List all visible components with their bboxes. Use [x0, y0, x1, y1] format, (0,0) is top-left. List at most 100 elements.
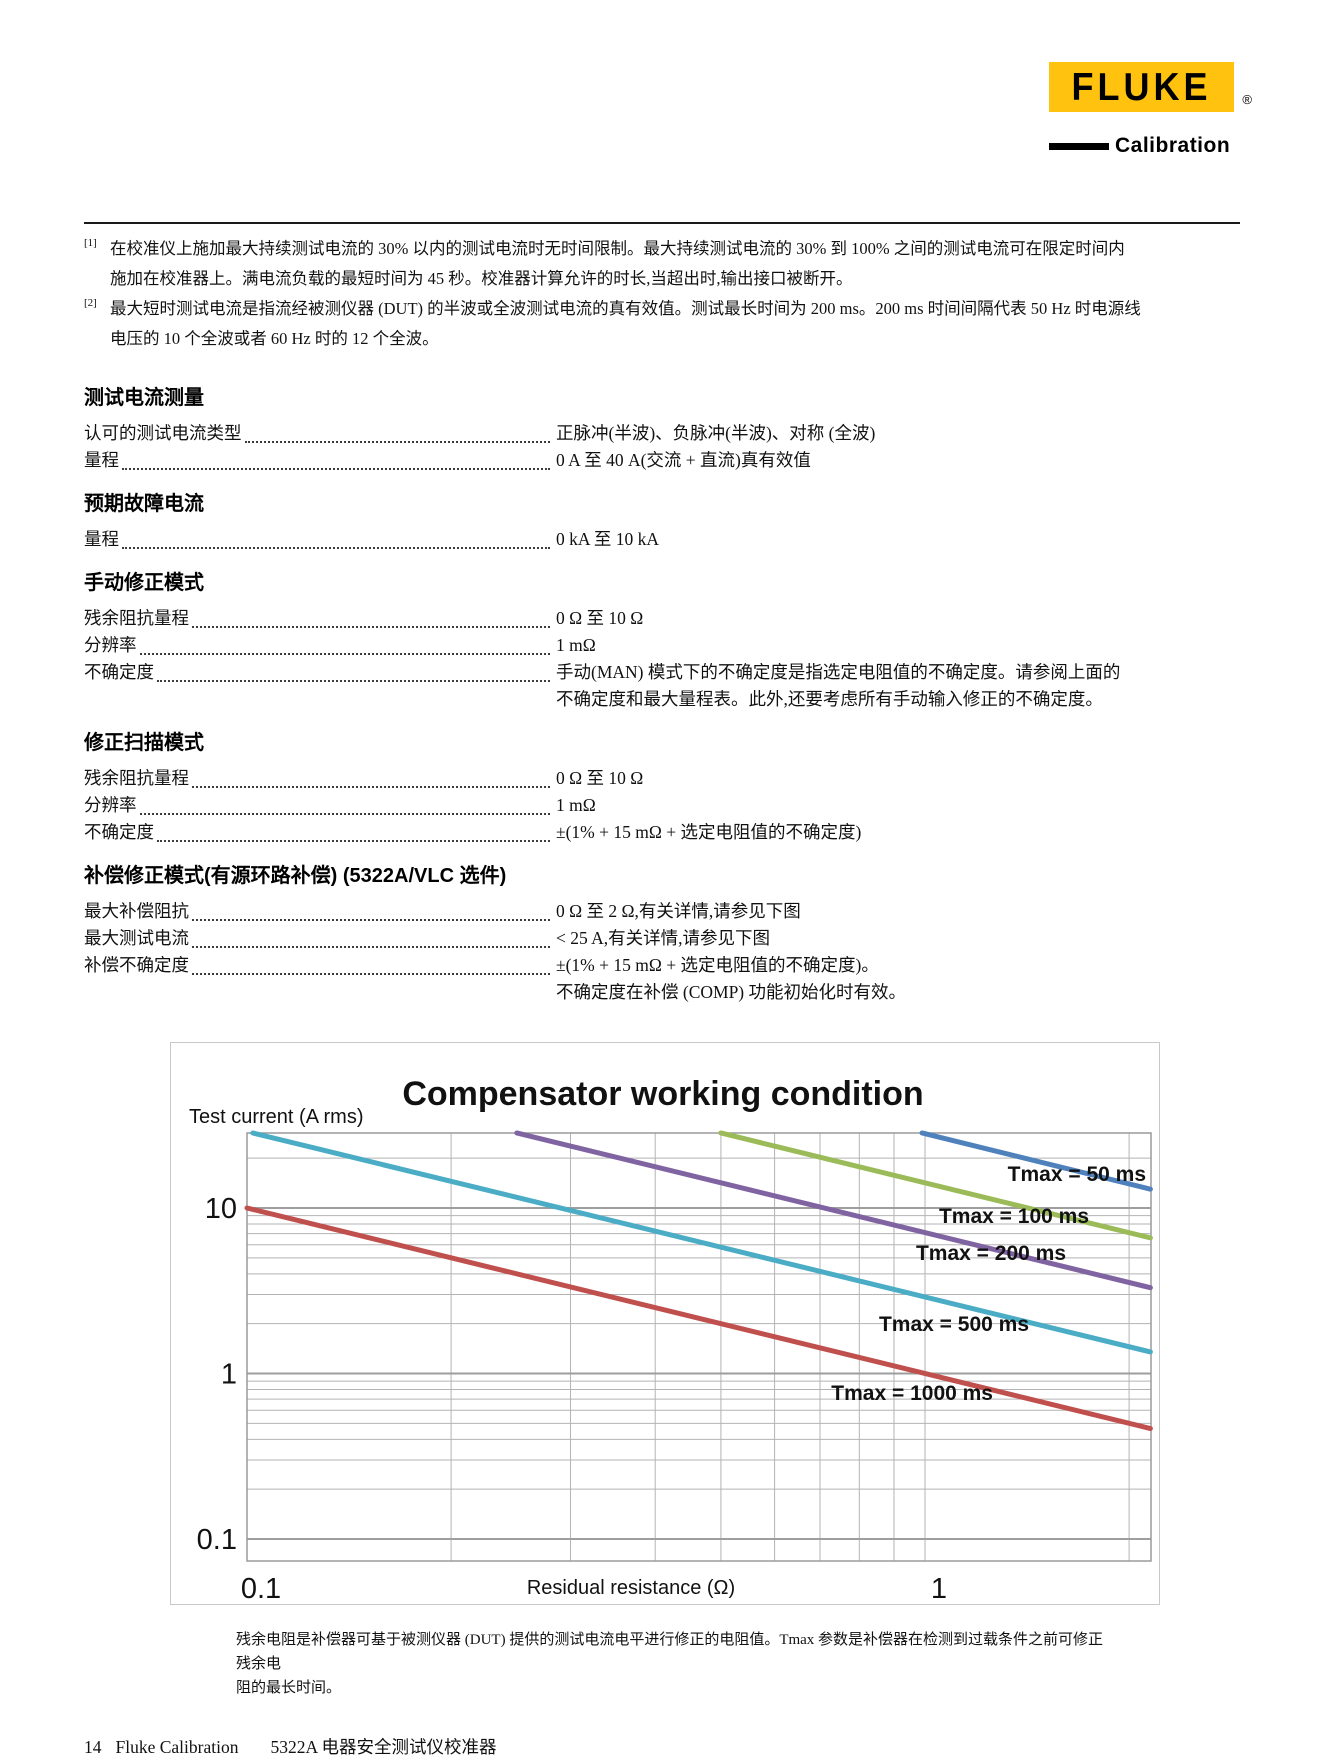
spec-section: 补偿修正模式(有源环路补偿) (5322A/VLC 选件) 最大补偿阻抗 0 Ω 至… [84, 862, 1240, 1006]
fluke-calibration-row: Calibration [1049, 134, 1234, 160]
footnote: [1] 在校准仪上施加最大持续测试电流的 30% 以内的测试电流时无时间限制。最大… [84, 234, 1244, 294]
y-axis-title: Test current (A rms) [189, 1106, 363, 1128]
spec-sections: 测试电流测量认可的测试电流类型 正脉冲(半波)、负脉冲(半波)、对称 (全波) 量程… [84, 384, 1240, 1006]
page-footer: 14 Fluke Calibration 5322A 电器安全测试仪校准器 [84, 1734, 511, 1759]
spec-value: 0 kA 至 10 kA [556, 529, 660, 549]
spec-value: 手动(MAN) 模式下的不确定度是指选定电阻值的不确定度。请参阅上面的 不确定度… [556, 662, 1121, 709]
section-title: 手动修正模式 [84, 572, 204, 594]
spec-row: 认可的测试电流类型 正脉冲(半波)、负脉冲(半波)、对称 (全波) [84, 420, 1240, 447]
spec-row: 量程 0 A 至 40 A(交流 + 直流)真有效值 [84, 447, 1240, 474]
series-label: Tmax = 500 ms [879, 1313, 1029, 1336]
dotted-leader [157, 659, 550, 682]
spec-label: 认可的测试电流类型 [84, 423, 242, 443]
spec-value: 0 Ω 至 10 Ω [556, 768, 644, 788]
spec-value: 0 Ω 至 10 Ω [556, 608, 644, 628]
spec-label: 量程 [84, 450, 119, 470]
y-tick-label: 0.1 [197, 1524, 237, 1556]
footnote-marker: [1] [84, 237, 97, 249]
series-line [244, 1205, 1153, 1432]
spec-label: 补偿不确定度 [84, 955, 189, 975]
spec-value: < 25 A,有关详情,请参见下图 [556, 928, 771, 948]
y-tick-label: 1 [221, 1359, 237, 1391]
spec-label: 量程 [84, 529, 119, 549]
spec-row: 残余阻抗量程 0 Ω 至 10 Ω [84, 605, 1240, 632]
spec-row: 补偿不确定度 ±(1% + 15 mΩ + 选定电阻值的不确定度)。 不确定度在补… [84, 952, 1240, 1006]
y-tick-label: 10 [205, 1193, 237, 1225]
series-line [718, 1130, 1153, 1241]
footnote-marker: [2] [84, 297, 97, 309]
series-line [250, 1130, 1153, 1355]
spec-row: 残余阻抗量程 0 Ω 至 10 Ω [84, 765, 1240, 792]
dotted-leader [192, 765, 550, 788]
spec-row: 分辨率 1 mΩ [84, 632, 1240, 659]
spec-section: 手动修正模式 残余阻抗量程 0 Ω 至 10 Ω 分辨率 1 mΩ 不确定度 手动(MAN)… [84, 569, 1240, 713]
dotted-leader [157, 819, 550, 842]
spec-row: 不确定度 手动(MAN) 模式下的不确定度是指选定电阻值的不确定度。请参阅上面的 … [84, 659, 1240, 713]
spec-row: 量程 0 kA 至 10 kA [84, 526, 1240, 553]
spec-label: 最大测试电流 [84, 928, 189, 948]
spec-label: 不确定度 [84, 822, 154, 842]
fluke-wordmark: FLUKE [1071, 64, 1212, 109]
dotted-leader [192, 952, 550, 975]
footnote-text: 在校准仪上施加最大持续测试电流的 30% 以内的测试电流时无时间限制。最大持续测… [110, 239, 1125, 288]
section-title: 修正扫描模式 [84, 732, 204, 754]
fluke-logo: FLUKE ® Calibration [1049, 62, 1252, 162]
series-label: Tmax = 100 ms [939, 1205, 1089, 1228]
footer-product: 5322A 电器安全测试仪校准器 [270, 1737, 497, 1757]
series-label: Tmax = 1000 ms [831, 1382, 993, 1405]
spec-label: 分辨率 [84, 635, 137, 655]
spec-value: 正脉冲(半波)、负脉冲(半波)、对称 (全波) [556, 423, 876, 443]
footnote-text: 最大短时测试电流是指流经被测仪器 (DUT) 的半波或全波测试电流的真有效值。测… [110, 299, 1141, 348]
spec-value: 1 mΩ [556, 795, 596, 815]
spec-value: 0 Ω 至 2 Ω,有关详情,请参见下图 [556, 901, 801, 921]
footer-brand: Fluke Calibration [115, 1737, 239, 1757]
spec-value: ±(1% + 15 mΩ + 选定电阻值的不确定度) [556, 822, 862, 842]
series-label: Tmax = 50 ms [1008, 1163, 1146, 1186]
dotted-leader [122, 526, 550, 549]
spec-value: 0 A 至 40 A(交流 + 直流)真有效值 [556, 450, 811, 470]
spec-label: 残余阻抗量程 [84, 608, 189, 628]
dotted-leader [139, 792, 550, 815]
section-title: 测试电流测量 [84, 387, 204, 409]
x-axis-title: Residual resistance (Ω) [527, 1577, 735, 1599]
fluke-tagline: Calibration [1115, 134, 1231, 157]
spec-label: 不确定度 [84, 662, 154, 682]
spec-section: 预期故障电流 量程 0 kA 至 10 kA [84, 490, 1240, 553]
spec-value: 1 mΩ [556, 635, 596, 655]
spec-row: 分辨率 1 mΩ [84, 792, 1240, 819]
spec-section: 测试电流测量认可的测试电流类型 正脉冲(半波)、负脉冲(半波)、对称 (全波) 量程… [84, 384, 1240, 474]
spec-row: 最大补偿阻抗 0 Ω 至 2 Ω,有关详情,请参见下图 [84, 898, 1240, 925]
footnotes: [1] 在校准仪上施加最大持续测试电流的 30% 以内的测试电流时无时间限制。最大… [84, 234, 1244, 354]
logo-bar [1049, 143, 1109, 150]
spec-row: 最大测试电流 < 25 A,有关详情,请参见下图 [84, 925, 1240, 952]
dotted-leader [122, 447, 550, 470]
plot-border [246, 1132, 1152, 1562]
dotted-leader [192, 898, 550, 921]
spec-label: 分辨率 [84, 795, 137, 815]
dotted-leader [244, 420, 550, 443]
registered-trademark-symbol: ® [1242, 92, 1252, 107]
spec-label: 残余阻抗量程 [84, 768, 189, 788]
chart-svg: Tmax = 50 ms Tmax = 100 ms Tmax = 200 ms Tm… [189, 1075, 1153, 1605]
page-number: 14 [84, 1737, 102, 1757]
section-title: 补偿修正模式(有源环路补偿) (5322A/VLC 选件) [84, 865, 507, 887]
spec-row: 不确定度 ±(1% + 15 mΩ + 选定电阻值的不确定度) [84, 819, 1240, 846]
series-label: Tmax = 200 ms [916, 1242, 1066, 1265]
dotted-leader [139, 632, 550, 655]
spec-label: 最大补偿阻抗 [84, 901, 189, 921]
horizontal-rule [84, 222, 1240, 224]
series-line [514, 1130, 1153, 1291]
dotted-leader [192, 925, 550, 948]
chart-note: 残余电阻是补偿器可基于被测仪器 (DUT) 提供的测试电流电平进行修正的电阻值。… [236, 1632, 1104, 1696]
spec-section: 修正扫描模式 残余阻抗量程 0 Ω 至 10 Ω 分辨率 1 mΩ 不确定度 ±(1% + … [84, 729, 1240, 846]
x-tick-label: 0.1 [241, 1573, 281, 1604]
section-title: 预期故障电流 [84, 493, 204, 515]
compensator-chart: Tmax = 50 ms Tmax = 100 ms Tmax = 200 ms Tm… [170, 1042, 1160, 1605]
x-tick-label: 1 [931, 1573, 947, 1604]
dotted-leader [192, 605, 550, 628]
spec-value: ±(1% + 15 mΩ + 选定电阻值的不确定度)。 不确定度在补偿 (COM… [556, 955, 907, 1002]
series-line [919, 1130, 1153, 1192]
fluke-logo-yellow-box: FLUKE ® [1049, 62, 1252, 112]
chart-title: Compensator working condition [402, 1075, 923, 1113]
